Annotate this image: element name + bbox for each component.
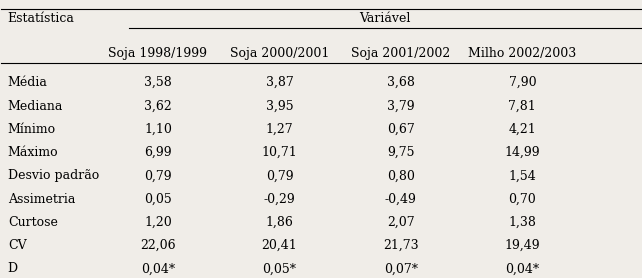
Text: 0,67: 0,67 bbox=[387, 123, 415, 136]
Text: 0,79: 0,79 bbox=[266, 169, 293, 182]
Text: 1,10: 1,10 bbox=[144, 123, 172, 136]
Text: Soja 2001/2002: Soja 2001/2002 bbox=[351, 47, 451, 60]
Text: 14,99: 14,99 bbox=[505, 146, 540, 159]
Text: 3,87: 3,87 bbox=[266, 76, 293, 89]
Text: 4,21: 4,21 bbox=[508, 123, 536, 136]
Text: CV: CV bbox=[8, 239, 26, 252]
Text: 3,68: 3,68 bbox=[387, 76, 415, 89]
Text: Soja 1998/1999: Soja 1998/1999 bbox=[108, 47, 207, 60]
Text: 2,07: 2,07 bbox=[387, 216, 415, 229]
Text: Desvio padrão: Desvio padrão bbox=[8, 169, 99, 182]
Text: 0,80: 0,80 bbox=[387, 169, 415, 182]
Text: 0,05: 0,05 bbox=[144, 193, 172, 205]
Text: 0,07*: 0,07* bbox=[384, 262, 418, 275]
Text: 0,04*: 0,04* bbox=[141, 262, 175, 275]
Text: Mediana: Mediana bbox=[8, 100, 63, 113]
Text: Estatística: Estatística bbox=[8, 12, 74, 25]
Text: Variável: Variável bbox=[360, 12, 411, 25]
Text: 20,41: 20,41 bbox=[261, 239, 297, 252]
Text: 7,81: 7,81 bbox=[508, 100, 536, 113]
Text: 1,20: 1,20 bbox=[144, 216, 172, 229]
Text: 10,71: 10,71 bbox=[261, 146, 297, 159]
Text: 0,04*: 0,04* bbox=[505, 262, 539, 275]
Text: 3,79: 3,79 bbox=[387, 100, 415, 113]
Text: Milho 2002/2003: Milho 2002/2003 bbox=[468, 47, 577, 60]
Text: 21,73: 21,73 bbox=[383, 239, 419, 252]
Text: 0,05*: 0,05* bbox=[263, 262, 297, 275]
Text: 22,06: 22,06 bbox=[140, 239, 176, 252]
Text: 1,38: 1,38 bbox=[508, 216, 536, 229]
Text: Assimetria: Assimetria bbox=[8, 193, 75, 205]
Text: Curtose: Curtose bbox=[8, 216, 58, 229]
Text: 1,86: 1,86 bbox=[266, 216, 293, 229]
Text: -0,29: -0,29 bbox=[264, 193, 295, 205]
Text: 3,62: 3,62 bbox=[144, 100, 172, 113]
Text: 1,27: 1,27 bbox=[266, 123, 293, 136]
Text: 7,90: 7,90 bbox=[508, 76, 536, 89]
Text: Média: Média bbox=[8, 76, 48, 89]
Text: 3,95: 3,95 bbox=[266, 100, 293, 113]
Text: Máximo: Máximo bbox=[8, 146, 58, 159]
Text: 3,58: 3,58 bbox=[144, 76, 172, 89]
Text: D: D bbox=[8, 262, 18, 275]
Text: 1,54: 1,54 bbox=[508, 169, 536, 182]
Text: 0,70: 0,70 bbox=[508, 193, 536, 205]
Text: -0,49: -0,49 bbox=[385, 193, 417, 205]
Text: 0,79: 0,79 bbox=[144, 169, 172, 182]
Text: Soja 2000/2001: Soja 2000/2001 bbox=[230, 47, 329, 60]
Text: 6,99: 6,99 bbox=[144, 146, 172, 159]
Text: 9,75: 9,75 bbox=[387, 146, 415, 159]
Text: 19,49: 19,49 bbox=[505, 239, 540, 252]
Text: Mínimo: Mínimo bbox=[8, 123, 56, 136]
